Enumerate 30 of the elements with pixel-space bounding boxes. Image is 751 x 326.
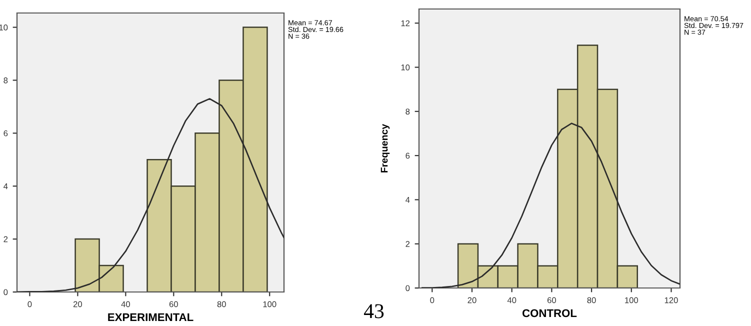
x-tick-label: 100: [625, 297, 638, 304]
text: 43: [364, 304, 384, 318]
y-tick-label: 6: [4, 130, 8, 136]
y-tick-label: 2: [406, 241, 410, 247]
y-tick-label: 4: [406, 196, 410, 203]
x-tick-label: 60: [547, 297, 556, 304]
x-tick-label: 120: [664, 297, 678, 304]
x-tick-label: 40: [121, 301, 130, 308]
y-tick-label: 10: [401, 64, 410, 70]
x-tick-label: 0: [28, 301, 32, 308]
x-tick-label: 20: [468, 297, 476, 304]
y-tick-label: 12: [401, 20, 410, 26]
y-tick-label: 8: [4, 77, 8, 84]
y-tick-label: 6: [406, 152, 410, 159]
x-tick-label: 60: [169, 301, 178, 308]
x-tick-label: 80: [587, 297, 596, 304]
y-axis-title: Frequency: [380, 124, 390, 172]
y-tick-label: 0: [4, 289, 8, 296]
x-tick-label: 40: [507, 297, 516, 304]
x-axis-title: CONTROL: [522, 309, 577, 318]
x-tick-label: 100: [263, 301, 276, 308]
y-tick-label: 2: [4, 236, 8, 242]
y-tick-label: 0: [406, 285, 410, 292]
x-tick-label: 0: [430, 297, 434, 304]
x-tick-label: 20: [73, 301, 82, 308]
line-series: [421, 122, 680, 288]
y-tick-label: 4: [4, 183, 8, 190]
x-axis-title: EXPERIMENTAL: [108, 313, 194, 322]
x-tick-label: 80: [217, 301, 226, 308]
y-tick-label: 8: [406, 108, 410, 115]
